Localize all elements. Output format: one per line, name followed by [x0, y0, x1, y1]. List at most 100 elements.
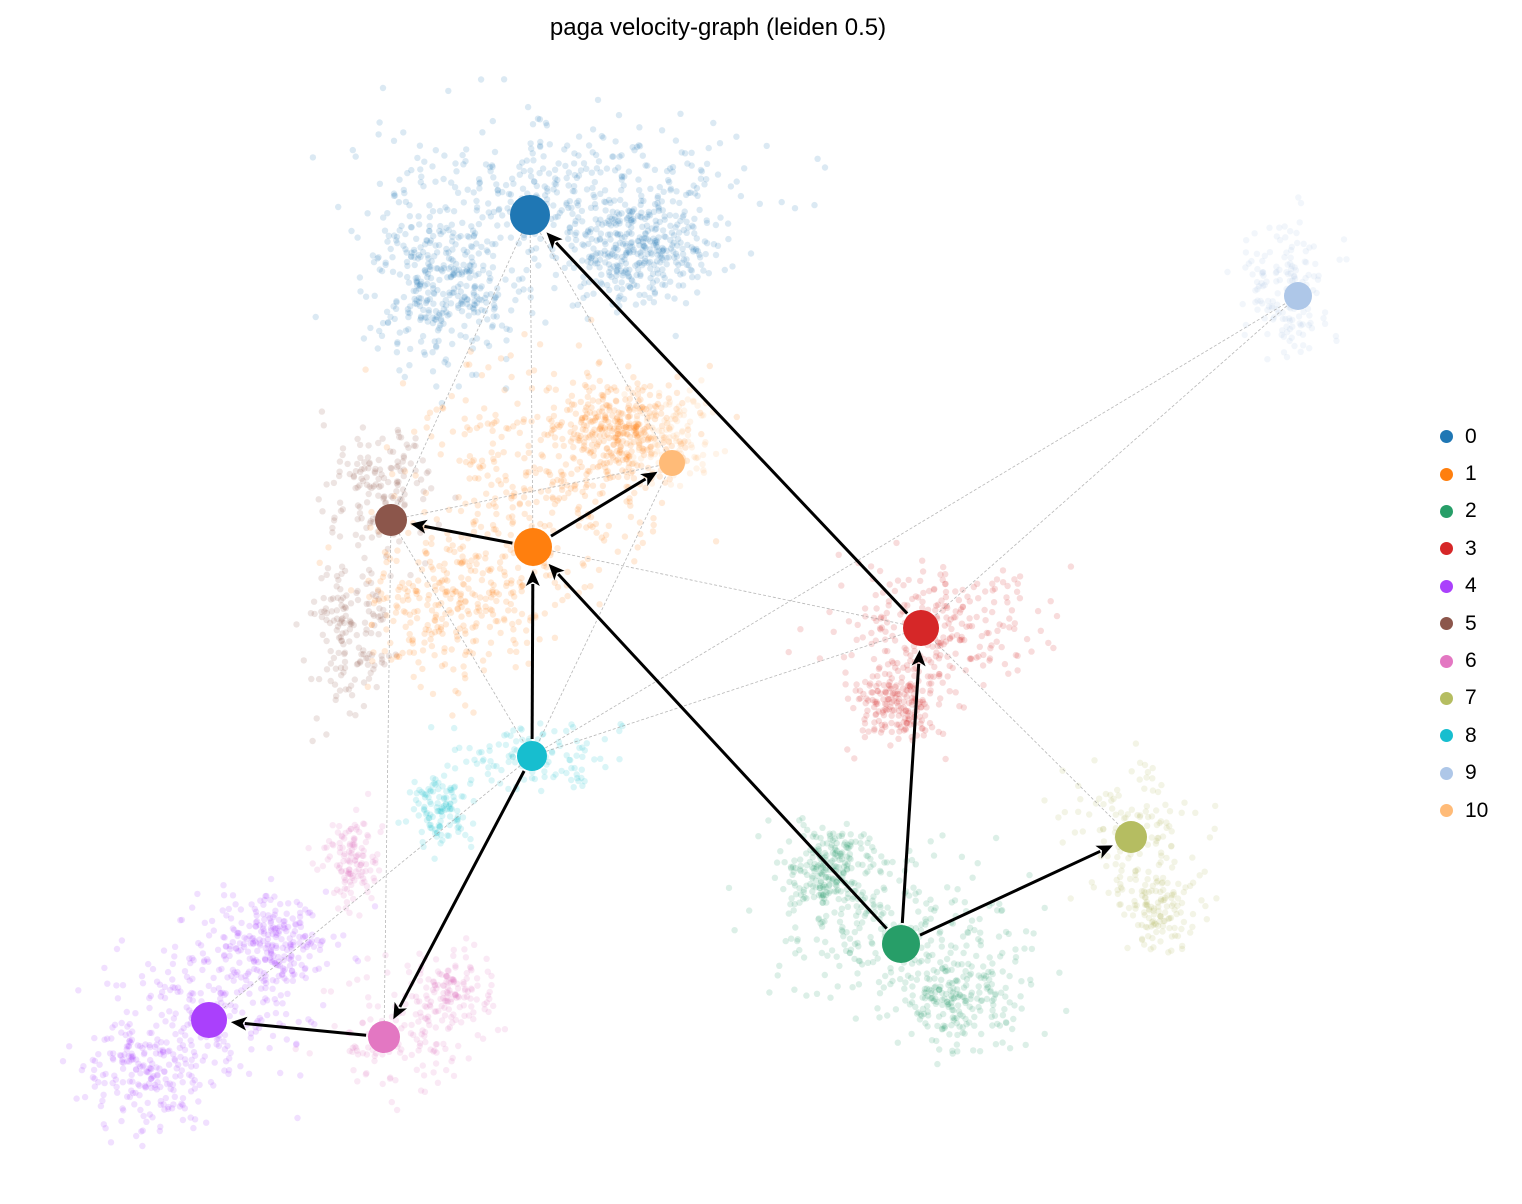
cell-point-6 [305, 844, 312, 852]
cell-point-0 [478, 306, 485, 314]
cell-point-1 [466, 361, 473, 368]
cell-point-2 [896, 877, 903, 884]
cell-point-0 [667, 222, 674, 229]
cell-point-0 [552, 181, 560, 188]
cell-point-0 [443, 224, 450, 232]
cell-point-1 [562, 461, 570, 468]
cell-point-4 [224, 1042, 231, 1050]
cell-point-0 [482, 161, 490, 168]
cell-point-0 [417, 253, 424, 260]
cell-point-0 [498, 322, 506, 329]
cell-point-0 [471, 283, 478, 290]
cell-point-1 [464, 424, 471, 431]
cell-point-5 [393, 463, 401, 471]
cell-point-1 [636, 519, 644, 526]
cell-point-0 [697, 166, 705, 174]
cell-point-0 [471, 230, 479, 237]
cell-point-1 [383, 444, 391, 451]
cell-point-0 [791, 205, 799, 212]
cell-point-4 [183, 1004, 190, 1011]
cell-point-1 [500, 449, 507, 456]
cell-point-6 [466, 963, 474, 971]
cell-point-6 [422, 1038, 429, 1046]
cell-point-1 [592, 498, 599, 505]
cell-point-0 [415, 252, 423, 259]
cell-point-4 [183, 973, 191, 980]
cell-point-3 [905, 576, 912, 584]
cell-point-0 [429, 282, 437, 289]
cell-point-5 [339, 445, 347, 452]
cell-point-0 [551, 180, 558, 187]
cell-point-6 [432, 1024, 439, 1031]
cell-point-5 [366, 650, 373, 658]
cell-point-1 [602, 416, 609, 424]
cell-point-6 [398, 1046, 405, 1053]
cell-point-0 [534, 115, 542, 122]
cell-point-0 [421, 314, 429, 321]
cell-point-4 [179, 1095, 187, 1102]
cell-point-0 [374, 255, 381, 262]
cell-point-1 [640, 436, 647, 443]
cell-point-0 [473, 197, 480, 205]
cell-point-0 [702, 250, 709, 258]
cell-point-1 [476, 463, 483, 470]
cell-point-7 [1143, 774, 1150, 781]
cell-point-5 [394, 481, 401, 489]
cell-point-7 [1150, 944, 1157, 951]
cell-point-4 [118, 1029, 125, 1036]
cell-point-1 [530, 367, 538, 374]
cell-point-0 [670, 239, 677, 246]
cell-point-1 [609, 454, 617, 461]
cell-point-0 [622, 268, 629, 275]
cell-point-1 [513, 648, 520, 655]
cell-point-1 [569, 379, 577, 386]
cell-point-5 [364, 661, 372, 668]
cell-point-0 [512, 296, 519, 304]
cell-point-0 [554, 213, 561, 220]
cell-point-0 [462, 158, 469, 165]
cell-point-8 [601, 736, 608, 743]
cell-point-0 [626, 266, 633, 273]
cell-point-1 [437, 451, 444, 458]
cell-point-0 [612, 241, 619, 248]
cell-point-0 [422, 269, 429, 276]
cell-point-0 [659, 244, 666, 252]
cell-point-0 [387, 313, 394, 321]
cell-point-2 [876, 990, 884, 997]
cell-point-0 [571, 150, 578, 157]
cell-point-2 [938, 943, 945, 950]
cell-point-8 [411, 778, 418, 786]
cell-point-2 [962, 968, 969, 975]
cell-point-2 [857, 833, 865, 840]
cell-point-1 [405, 580, 413, 587]
cell-point-0 [471, 297, 478, 305]
cell-point-1 [467, 461, 474, 468]
cell-point-2 [967, 992, 975, 999]
cell-point-3 [869, 673, 876, 680]
cell-point-2 [852, 1015, 859, 1022]
cell-point-1 [637, 530, 644, 538]
cell-point-0 [393, 233, 401, 241]
cell-point-0 [467, 262, 474, 269]
cell-point-3 [904, 666, 912, 673]
cell-point-0 [584, 228, 592, 235]
cell-point-1 [368, 508, 375, 516]
cell-point-0 [654, 243, 661, 251]
cell-point-2 [1009, 1025, 1016, 1033]
cell-point-0 [618, 210, 625, 217]
cell-point-3 [979, 662, 987, 669]
cell-point-2 [908, 1030, 915, 1038]
cell-point-4 [181, 1046, 189, 1054]
cell-point-0 [572, 217, 579, 225]
cell-point-6 [359, 1050, 367, 1057]
cell-point-1 [510, 493, 518, 500]
cell-point-1 [449, 428, 457, 435]
cell-point-0 [489, 252, 497, 260]
cell-point-2 [1002, 984, 1009, 992]
cell-point-4 [262, 956, 269, 963]
cell-point-0 [592, 151, 600, 159]
cell-point-1 [505, 425, 512, 432]
cell-point-7 [1149, 775, 1156, 782]
cell-point-7 [1128, 806, 1136, 813]
cell-point-3 [968, 623, 976, 630]
